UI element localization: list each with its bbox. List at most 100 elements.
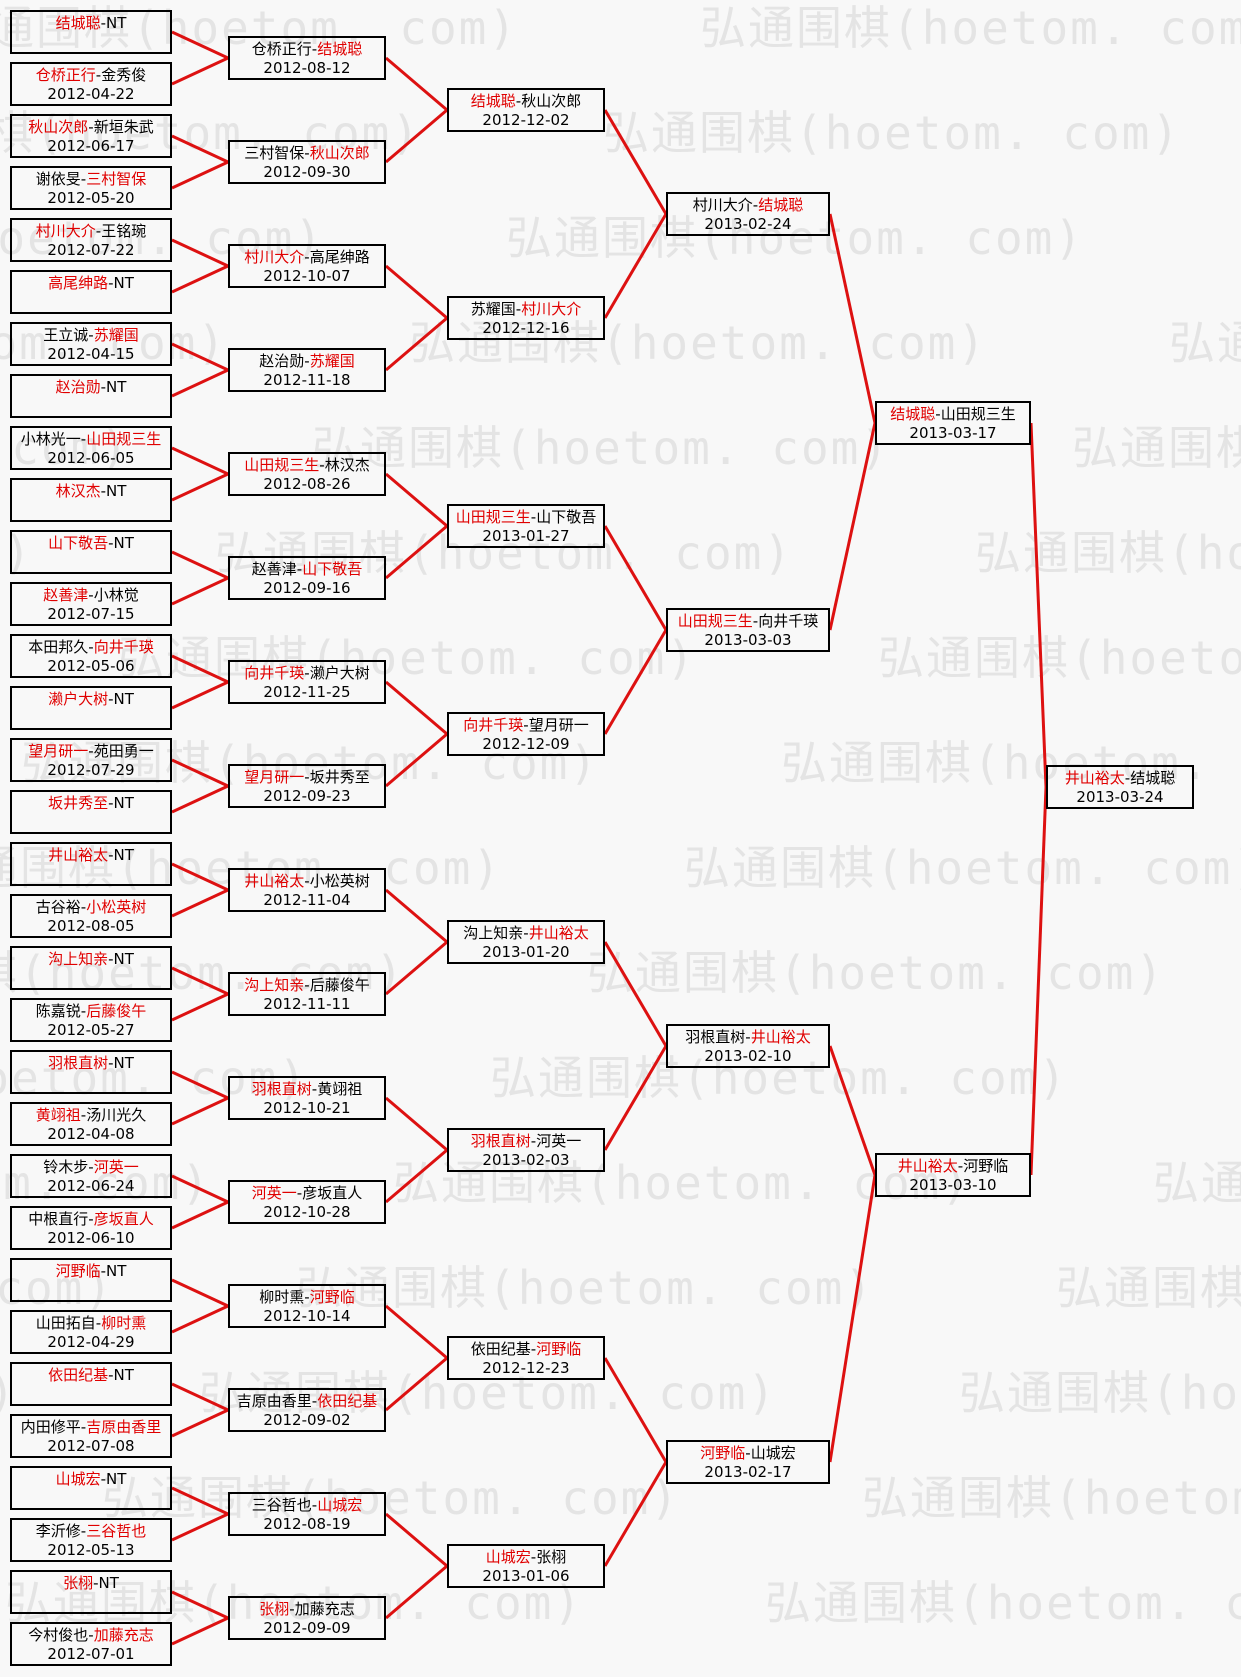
- player-separator: -: [304, 872, 310, 890]
- match-box-round-1-3: 秋山次郎-新垣朱武 2012-06-17: [10, 114, 172, 158]
- player-name: 吉原由香里: [236, 1392, 312, 1410]
- player-separator: -: [100, 1470, 107, 1488]
- player-separator: -: [108, 1366, 114, 1384]
- connector-line: [385, 524, 448, 580]
- connector-line: [171, 134, 229, 164]
- match-players: 赵善津-山下敬吾: [230, 560, 384, 579]
- match-players: 三村智保-秋山次郎: [230, 144, 384, 163]
- connector-line: [828, 422, 877, 631]
- player-separator: -: [304, 1288, 310, 1306]
- connector-line: [171, 784, 229, 814]
- match-players: 羽根直树-NT: [12, 1054, 170, 1073]
- connector-line: [171, 238, 229, 268]
- match-box-quarterfinals-1: 村川大介-结城聪 2013-02-24: [666, 192, 830, 236]
- match-date: 2012-06-24: [47, 1177, 135, 1195]
- connector-line: [828, 1174, 877, 1463]
- player-name: 加藤充志: [294, 1600, 355, 1618]
- player-separator: -: [296, 560, 303, 578]
- match-box-round-1-13: 本田邦久-向井千瑛 2012-05-06: [10, 634, 172, 678]
- connector-line: [385, 940, 448, 996]
- connector-line: [171, 862, 229, 892]
- watermark-text: 弘通围棋(hoetom. com): [312, 421, 891, 475]
- match-date: 2012-11-11: [263, 995, 351, 1013]
- player-name: 铃木步: [43, 1158, 89, 1176]
- player-name: 向井千瑛: [93, 638, 154, 656]
- watermark-text: 弘通围棋(hoetom. com): [684, 841, 1241, 895]
- match-box-round-1-10: 林汉杰-NT: [10, 478, 172, 522]
- match-box-round-1-6: 高尾绅路-NT: [10, 270, 172, 314]
- match-box-round-2-16: 张栩-加藤充志 2012-09-09: [228, 1596, 386, 1640]
- connector-line: [171, 992, 229, 1022]
- connector-line: [171, 1096, 229, 1126]
- match-date: 2012-12-02: [482, 111, 570, 129]
- match-box-semifinals-1: 结城聪-山田规三生 2013-03-17: [875, 401, 1031, 445]
- match-box-round-1-22: 黄翊祖-汤川光久 2012-04-08: [10, 1102, 172, 1146]
- player-name: 小林光一: [20, 430, 81, 448]
- player-name: NT: [113, 274, 134, 292]
- player-name: 井山裕太: [750, 1028, 811, 1046]
- match-box-round-3-1: 结城聪-秋山次郎 2012-12-02: [447, 88, 605, 132]
- watermark-text: 弘通围棋(hoetom. com): [0, 1051, 309, 1105]
- match-date: 2013-01-27: [482, 527, 570, 545]
- player-name: 仓桥正行: [35, 66, 96, 84]
- player-name: 苏耀国: [93, 326, 139, 344]
- player-name: 山田规三生: [455, 508, 531, 526]
- player-name: NT: [106, 1262, 127, 1280]
- match-players: 王立诚-苏耀国: [12, 326, 170, 345]
- player-name: 依田纪基: [317, 1392, 378, 1410]
- match-box-round-1-28: 内田修平-吉原由香里 2012-07-08: [10, 1414, 172, 1458]
- match-date: 2012-05-27: [47, 1021, 135, 1039]
- player-name: NT: [106, 14, 127, 32]
- match-box-round-1-7: 王立诚-苏耀国 2012-04-15: [10, 322, 172, 366]
- player-separator: -: [304, 352, 310, 370]
- match-players: 山城宏-张栩: [449, 1548, 603, 1567]
- player-separator: -: [289, 1600, 295, 1618]
- match-players: 河野临-NT: [12, 1262, 170, 1281]
- watermark-text: 弘通围棋(hoetom. com): [765, 1576, 1241, 1630]
- connector-line: [171, 680, 229, 710]
- player-separator: -: [80, 170, 87, 188]
- match-date: 2013-01-06: [482, 1567, 570, 1585]
- connector-line: [385, 1356, 448, 1412]
- match-players: 山田规三生-林汉杰: [230, 456, 384, 475]
- watermark-text: 弘通围棋(hoetom. com): [296, 1261, 875, 1315]
- player-separator: -: [304, 768, 310, 786]
- match-date: 2012-11-04: [263, 891, 351, 909]
- match-players: 秋山次郎-新垣朱武: [12, 118, 170, 137]
- match-date: 2013-02-03: [482, 1151, 570, 1169]
- player-name: 望月研一: [528, 716, 589, 734]
- player-name: 后藤俊午: [86, 1002, 147, 1020]
- match-players: 黄翊祖-汤川光久: [12, 1106, 170, 1125]
- player-name: 陈嘉锐: [35, 1002, 81, 1020]
- player-separator: -: [319, 456, 325, 474]
- player-name: 向井千瑛: [463, 716, 524, 734]
- match-date: 2012-08-05: [47, 917, 135, 935]
- connector-line: [171, 1304, 229, 1334]
- player-separator: -: [311, 1080, 318, 1098]
- player-name: 内田修平: [20, 1418, 81, 1436]
- match-players: 依田纪基-河野临: [449, 1340, 603, 1359]
- player-name: 彦坂直人: [302, 1184, 363, 1202]
- match-date: 2012-09-16: [263, 579, 351, 597]
- match-players: 濑户大树-NT: [12, 690, 170, 709]
- match-date: 2012-09-23: [263, 787, 351, 805]
- match-box-round-1-26: 山田拓自-柳时熏 2012-04-29: [10, 1310, 172, 1354]
- player-name: 张栩: [536, 1548, 567, 1566]
- match-players: 村川大介-结城聪: [668, 196, 828, 215]
- player-name: NT: [106, 1470, 127, 1488]
- watermark-text: 弘通围棋(hoetom. com): [700, 1, 1241, 55]
- match-date: 2012-06-05: [47, 449, 135, 467]
- match-box-semifinals-2: 井山裕太-河野临 2013-03-10: [875, 1153, 1031, 1197]
- player-name: 河英一: [251, 1184, 297, 1202]
- match-players: 井山裕太-结城聪: [1048, 769, 1192, 788]
- player-separator: -: [523, 716, 529, 734]
- connector-line: [603, 629, 668, 735]
- match-date: 2013-03-03: [704, 631, 792, 649]
- match-box-round-2-15: 三谷哲也-山城宏 2012-08-19: [228, 1492, 386, 1536]
- player-separator: -: [88, 1626, 94, 1644]
- watermark-text: 弘通围棋(hoetom. com): [199, 1366, 778, 1420]
- connector-line: [828, 1045, 877, 1176]
- player-name: 高尾绅路: [48, 274, 109, 292]
- connector-line: [171, 654, 229, 684]
- watermark-text: 弘通围棋(hoetom. com): [409, 316, 988, 370]
